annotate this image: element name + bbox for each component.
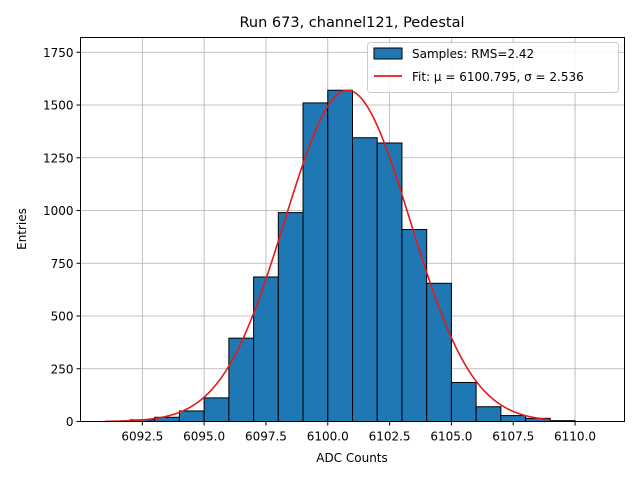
y-tick-label: 1000	[43, 204, 74, 218]
histogram-bar	[253, 276, 279, 422]
histogram-bar	[450, 381, 477, 423]
histogram-bar	[401, 229, 428, 422]
histogram-bar	[500, 415, 527, 423]
x-tick-label: 6095.0	[183, 430, 225, 444]
histogram-bar	[302, 102, 329, 423]
x-tick-label: 6100.0	[307, 430, 349, 444]
legend-swatch-samples	[373, 47, 403, 60]
x-tick-label: 6105.0	[430, 430, 472, 444]
legend: Samples: RMS=2.42 Fit: μ = 6100.795, σ =…	[367, 42, 619, 93]
plot-frame	[80, 37, 625, 422]
y-axis-label: Entries	[15, 208, 29, 250]
legend-box	[367, 42, 619, 93]
x-tick-label: 6097.5	[245, 430, 287, 444]
histogram-bar	[178, 410, 205, 423]
histogram-bar	[352, 137, 378, 422]
histogram-bar	[228, 337, 255, 422]
x-tick-label: 6107.5	[492, 430, 534, 444]
gaussian-fit-curve	[105, 89, 551, 423]
histogram-bars	[129, 89, 576, 423]
histogram-bar	[277, 212, 304, 422]
histogram-bar	[475, 406, 502, 423]
histogram-bar	[327, 89, 354, 422]
y-tick-label: 0	[66, 415, 74, 429]
y-tick-label: 750	[51, 257, 74, 271]
y-tick-label: 500	[51, 310, 74, 324]
y-tick-label: 250	[51, 362, 74, 376]
histogram-bar	[426, 282, 452, 422]
x-tick-label: 6092.5	[121, 430, 163, 444]
x-axis-ticks: 6092.5 6095.0 6097.5 6100.0 6102.5 6105.0 6107…	[121, 421, 596, 444]
legend-label-fit: Fit: μ = 6100.795, σ = 2.536	[412, 70, 584, 84]
x-tick-label: 6102.5	[369, 430, 411, 444]
chart-title: Run 673, channel121, Pedestal	[239, 15, 464, 31]
histogram-bar	[203, 397, 230, 423]
legend-label-samples: Samples: RMS=2.42	[412, 47, 534, 61]
y-axis-ticks: 0 250 500 750 1000 1250 1500 1750	[43, 46, 81, 429]
y-tick-label: 1750	[43, 46, 74, 60]
y-tick-label: 1500	[43, 99, 74, 113]
y-tick-label: 1250	[43, 151, 74, 165]
x-axis-label: ADC Counts	[316, 451, 388, 465]
x-tick-label: 6110.0	[554, 430, 596, 444]
